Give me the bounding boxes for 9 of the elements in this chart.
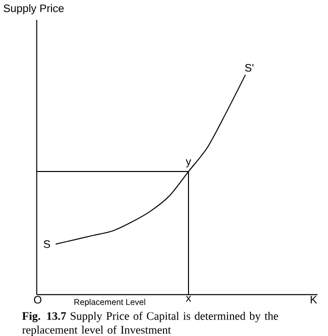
- ref-line-label: y: [186, 159, 191, 168]
- text: K: [310, 296, 317, 304]
- text: Fig. 13.7 Supply Price of Capital is determined by the replacement level of Investment: [22, 312, 278, 336]
- text: O: [34, 296, 42, 304]
- x-axis-title: Replacement Level: [74, 298, 145, 307]
- text: Supply Price: [3, 4, 64, 14]
- text: S': [244, 64, 254, 72]
- annotation: S: [44, 240, 50, 248]
- text: x: [186, 296, 191, 302]
